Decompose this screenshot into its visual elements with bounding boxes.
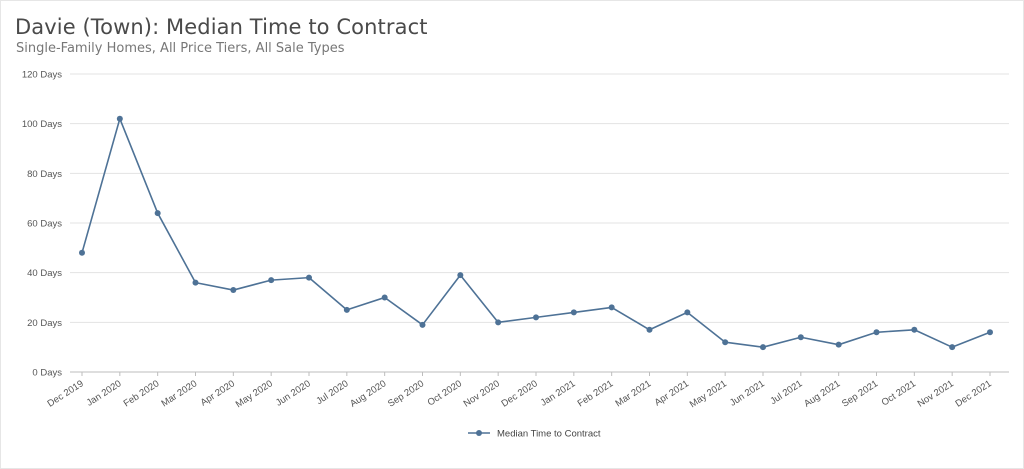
x-tick-label: Apr 2021 — [653, 378, 691, 408]
x-tick-label: Mar 2020 — [159, 378, 199, 409]
x-tick-label: Apr 2020 — [199, 378, 237, 408]
data-point[interactable] — [381, 294, 388, 301]
legend-label: Median Time to Contract — [497, 429, 601, 440]
y-tick-label: 20 Days — [27, 318, 62, 329]
x-tick-label: Jul 2021 — [768, 378, 804, 407]
x-tick-label: Dec 2021 — [954, 378, 994, 409]
data-point[interactable] — [911, 326, 918, 333]
x-tick-label: Oct 2021 — [880, 378, 918, 408]
data-point[interactable] — [116, 115, 123, 122]
x-tick-label: Oct 2020 — [426, 378, 464, 408]
data-point[interactable] — [230, 287, 237, 294]
x-tick-label: Mar 2021 — [613, 378, 653, 409]
data-point[interactable] — [987, 329, 993, 336]
x-tick-label: Nov 2020 — [462, 378, 502, 409]
data-point[interactable] — [306, 274, 312, 281]
chart-subtitle: Single-Family Homes, All Price Tiers, Al… — [16, 41, 345, 56]
x-tick-label: Jul 2020 — [314, 378, 350, 407]
x-tick-label: Aug 2021 — [802, 378, 842, 409]
data-point[interactable] — [343, 306, 350, 313]
y-tick-label: 120 Days — [22, 70, 62, 81]
data-point[interactable] — [457, 272, 464, 279]
data-point[interactable] — [684, 309, 691, 316]
gridlines — [70, 73, 1009, 373]
x-tick-label: May 2020 — [234, 378, 275, 410]
x-tick-label: Jun 2021 — [728, 378, 767, 409]
y-tick-label: 100 Days — [22, 119, 62, 130]
y-tick-label: 80 Days — [27, 169, 62, 180]
chart-title: Davie (Town): Median Time to Contract — [15, 15, 428, 39]
data-point[interactable] — [646, 326, 653, 333]
y-tick-label: 40 Days — [27, 268, 62, 279]
x-tick-label: Nov 2021 — [916, 378, 956, 409]
x-tick-label: May 2021 — [688, 378, 729, 410]
x-tick-label: Aug 2020 — [348, 378, 388, 409]
x-tick-label: Sep 2021 — [840, 378, 880, 409]
x-tick-label: Jun 2020 — [274, 378, 313, 409]
data-point[interactable] — [949, 344, 956, 351]
x-tick-label: Jan 2021 — [539, 378, 578, 409]
data-point[interactable] — [797, 334, 804, 341]
x-tick-label: Jan 2020 — [85, 378, 124, 409]
data-point[interactable] — [79, 249, 85, 256]
data-point[interactable] — [722, 339, 729, 346]
data-point[interactable] — [268, 277, 275, 284]
y-tick-label: 60 Days — [27, 219, 62, 230]
series-line — [81, 117, 991, 348]
x-tick-label: Dec 2019 — [46, 378, 86, 409]
data-point[interactable] — [608, 304, 615, 311]
data-point[interactable] — [835, 341, 842, 348]
y-tick-label: 0 Days — [32, 368, 62, 379]
data-point[interactable] — [154, 210, 161, 217]
data-point[interactable] — [570, 309, 577, 316]
data-point[interactable] — [873, 329, 880, 336]
x-tick-label: Dec 2020 — [500, 378, 540, 409]
x-tick-label: Feb 2020 — [122, 378, 162, 409]
legend-marker — [476, 430, 482, 436]
x-tick-label: Feb 2021 — [576, 378, 616, 409]
data-point[interactable] — [533, 314, 539, 321]
legend[interactable]: Median Time to Contract — [468, 429, 601, 440]
data-point[interactable] — [192, 279, 199, 286]
data-point[interactable] — [760, 344, 766, 351]
data-point[interactable] — [419, 321, 426, 328]
data-point[interactable] — [495, 319, 502, 326]
x-tick-label: Sep 2020 — [386, 378, 426, 409]
series-layer — [79, 115, 993, 351]
y-axis-ticks: 0 Days 20 Days 40 Days 60 Days 80 Days 100 Da… — [22, 70, 62, 379]
